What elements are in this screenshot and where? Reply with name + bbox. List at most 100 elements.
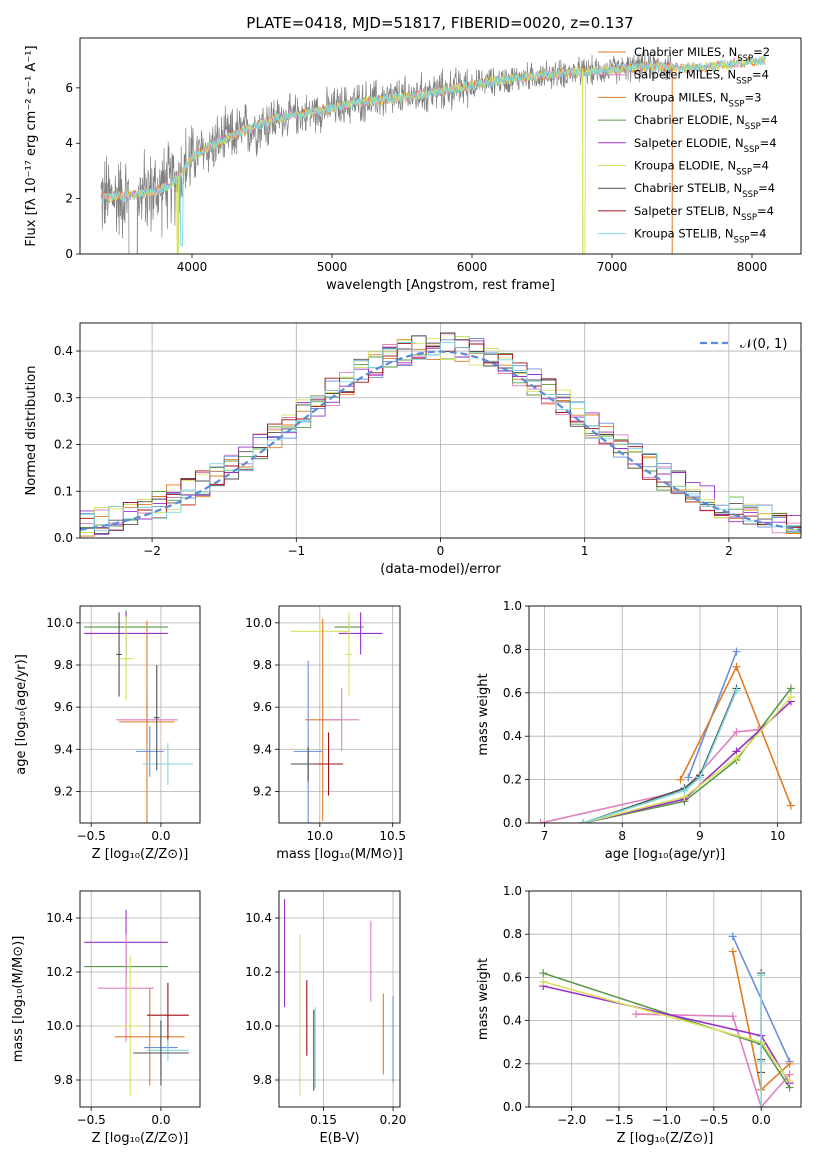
data-marker [728,1012,737,1021]
series-line-green [583,688,792,823]
x-tick-label: 10.5 [379,829,406,843]
data-marker [579,819,588,823]
x-tick-label: 10.0 [306,829,333,843]
plot-area [279,891,400,1107]
y-tick-label: 0.0 [503,816,522,830]
x-tick-label: 7 [541,829,549,843]
plot-area [529,606,801,823]
series-line-yellow [583,696,792,823]
chart-mass-vs-Z: −0.5 0.0 9.8 10.0 10.2 10.4 Z [log₁₀(Z/Z⊙)] mas… [11,890,201,1146]
x-tick-label: −2.0 [557,1113,586,1127]
data-marker [786,693,795,702]
legend-entry: Kroupa MILES, NSSP=3 [634,90,761,109]
legend: 𝒩(0, 1) [700,337,787,352]
data-marker [728,932,737,941]
x-tick-label: −1.0 [652,1113,681,1127]
y-tick-label: 0.4 [503,729,522,743]
y-tick-label: 0.2 [503,1057,522,1071]
x-axis-label: age [log₁₀(age/yr)] [605,847,726,862]
axes-frame [79,322,802,539]
data-marker [539,977,548,986]
y-axis-label: mass weight [476,958,491,1040]
axes-frame [278,605,401,824]
data-marker [728,947,737,956]
y-tick-label: 0.4 [54,344,73,358]
x-tick-label: 0.0 [151,829,170,843]
plot-area [80,606,200,823]
legend-entry: Salpeter MILES, NSSP=4 [634,68,769,87]
plot-area [529,891,801,1107]
data-marker [732,662,741,671]
y-tick-label: 9.6 [54,700,73,714]
legend-entry: Chabrier ELODIE, NSSP=4 [634,113,778,132]
data-marker [732,753,741,762]
y-tick-label: 0 [65,247,73,261]
x-tick-label: 10 [770,829,785,843]
legend-entry: Chabrier STELIB, NSSP=4 [634,181,775,200]
chart-age-vs-mass: 10.0 10.5 9.2 9.4 9.6 9.8 10.0 mass [log₁₀(M/M⊙… [245,605,406,862]
series-line-dark [583,688,738,823]
y-tick-label: 9.8 [253,1073,272,1087]
x-tick-label: −0.5 [699,1113,728,1127]
x-axis-label: (data-model)/error [380,562,501,577]
x-tick-label: 5000 [317,260,348,274]
x-tick-label: 0 [437,544,445,558]
series-line-purple [583,700,792,823]
x-tick-label: 2 [725,544,733,558]
x-axis-label: Z [log₁₀(Z/Z⊙)] [92,1131,189,1146]
data-marker [684,773,693,782]
axes-frame [79,890,201,1108]
x-axis-label: Z [log₁₀(Z/Z⊙)] [617,1131,714,1146]
y-tick-label: 10.2 [46,965,73,979]
chart-title: PLATE=0418, MJD=51817, FIBERID=0020, z=0… [246,14,633,32]
y-tick-label: 0.4 [503,1014,522,1028]
x-tick-label: −0.5 [77,829,106,843]
normal-curve [80,350,801,531]
y-tick-label: 0.6 [503,686,522,700]
legend-entry: Salpeter ELODIE, NSSP=4 [634,136,777,155]
x-tick-label: 9 [696,829,704,843]
x-tick-label: 0.0 [752,1113,771,1127]
series-line-pink [636,1013,791,1107]
legend-entry: Kroupa STELIB, NSSP=4 [634,227,766,246]
y-tick-label: 0.3 [54,391,73,405]
y-tick-label: 0.0 [503,1100,522,1114]
axes-frame [79,37,802,255]
chart-residuals: −2 −1 0 1 2 0.0 0.1 0.2 0.3 0.4 (data-model)/error… [24,322,802,577]
y-tick-label: 10.0 [245,616,272,630]
data-marker [757,1057,766,1066]
x-tick-label: −1.5 [604,1113,633,1127]
x-axis-label: wavelength [Angstrom, rest frame] [326,278,555,293]
y-tick-label: 10.2 [245,965,272,979]
chart-mass-vs-EBV: 0.15 0.20 9.8 10.0 10.2 10.4 E(B-V) [245,890,406,1146]
histogram-cyan [80,341,801,531]
x-axis-label: Z [log₁₀(Z/Z⊙)] [92,847,189,862]
y-axis-label: Flux [fλ 10⁻¹⁷ erg cm⁻² s⁻¹ A⁻¹] [24,45,39,246]
data-marker [786,801,795,810]
y-tick-label: 10.0 [46,1019,73,1033]
x-tick-label: −1 [287,544,305,558]
y-tick-label: 9.6 [253,700,272,714]
y-axis-label: mass weight [476,673,491,755]
x-tick-label: 1 [581,544,589,558]
data-marker [539,969,548,978]
data-marker [632,1010,641,1019]
legend: Chabrier MILES, NSSP=2 Salpeter MILES, NS… [598,45,778,246]
y-axis-label: Normed distribution [24,366,39,496]
legend-entry: Kroupa ELODIE, NSSP=4 [634,159,769,178]
x-tick-label: 7000 [597,260,628,274]
y-tick-label: 9.4 [54,742,73,756]
axes-frame [528,890,802,1108]
y-tick-label: 9.8 [54,1073,73,1087]
legend-entry: Chabrier MILES, NSSP=2 [634,45,770,64]
data-marker [732,647,741,656]
x-tick-label: 6000 [457,260,488,274]
y-tick-label: 9.2 [54,784,73,798]
y-tick-label: 1.0 [503,599,522,613]
y-tick-label: 10.0 [46,616,73,630]
y-tick-label: 9.8 [253,658,272,672]
chart-massweight-vs-age: 7 8 9 10 0.0 0.2 0.4 0.6 0.8 1.0 age [log₁₀(age/yr… [476,599,802,862]
y-tick-label: 0.2 [503,773,522,787]
y-tick-label: 4 [65,136,73,150]
data-marker [757,1103,766,1107]
